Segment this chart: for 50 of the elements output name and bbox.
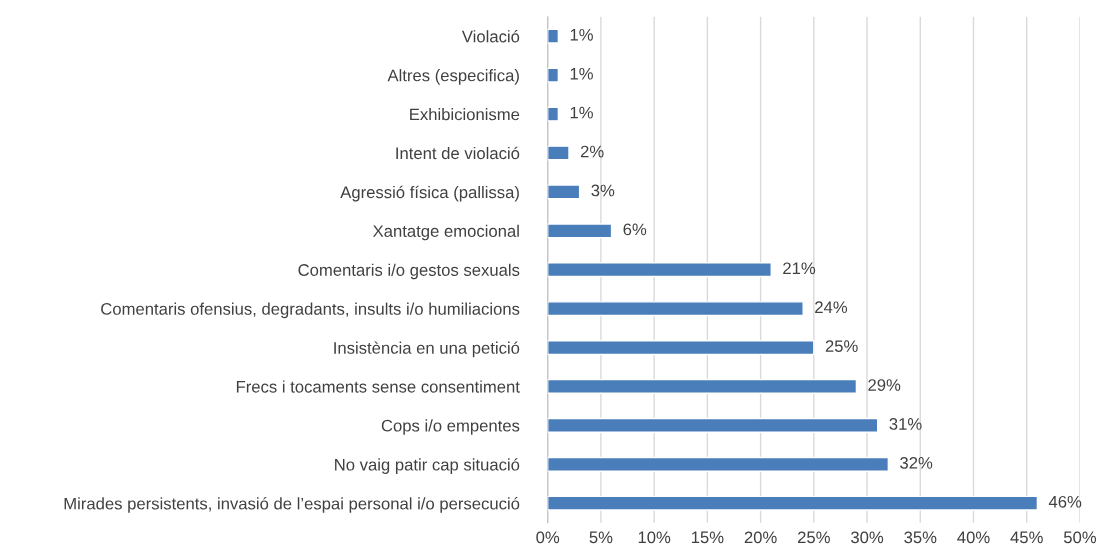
x-tick-label: 25% — [797, 531, 830, 544]
bar — [547, 456, 890, 472]
bar — [547, 184, 581, 200]
x-tick-label: 5% — [589, 531, 613, 544]
x-tick-label: 15% — [691, 531, 724, 544]
data-label: 25% — [825, 340, 858, 353]
x-tick-label: 30% — [851, 531, 884, 544]
data-label: 1% — [570, 106, 593, 119]
y-tick-label: Comentaris i/o gestos sexuals — [298, 263, 520, 280]
x-tick-label: 40% — [957, 531, 990, 544]
x-tick-label: 0% — [536, 531, 560, 544]
data-label: 1% — [570, 67, 593, 80]
x-tick-label: 50% — [1063, 531, 1097, 544]
bar — [547, 301, 804, 317]
y-tick-label: Cops i/o empentes — [381, 419, 520, 435]
bar — [547, 340, 815, 356]
x-tick-label: 20% — [744, 531, 777, 544]
y-tick-label: Comentaris ofensius, degradants, insults i/o humiliacions — [101, 302, 520, 319]
y-tick-label: Exhibicionisme — [410, 108, 520, 121]
y-tick-label: Frecs i tocaments sense consentiment — [236, 380, 520, 393]
data-label: 31% — [889, 418, 922, 430]
bar — [547, 495, 1039, 511]
data-label: 3% — [591, 184, 615, 197]
data-label: 29% — [868, 379, 901, 391]
y-tick-label: Mirades persistents, invasió de l’espai personal i/o persecució — [64, 497, 520, 513]
data-label: 46% — [1048, 495, 1082, 508]
data-label: 21% — [783, 262, 816, 275]
bar — [547, 223, 613, 239]
bar — [547, 28, 560, 44]
bar — [547, 106, 560, 122]
bar — [547, 417, 879, 433]
y-tick-label: Xantatge emocional — [372, 224, 519, 241]
y-tick-label: Agressió física (pallissa) — [340, 185, 519, 202]
data-label: 24% — [815, 301, 848, 314]
bar — [547, 262, 772, 278]
y-tick-label: No vaig patir cap situació — [335, 458, 520, 474]
bar — [547, 67, 560, 83]
y-tick-label: Altres (especifica) — [387, 69, 519, 85]
x-tick-label: 10% — [638, 531, 671, 544]
data-label: 1% — [570, 28, 593, 41]
bar — [547, 378, 858, 394]
bar — [547, 145, 570, 161]
data-label: 2% — [580, 145, 604, 158]
y-tick-label: Insistència en una petició — [334, 341, 520, 358]
data-label: 32% — [900, 456, 933, 469]
y-tick-label: Intent de violació — [396, 146, 520, 160]
x-tick-label: 45% — [1010, 531, 1043, 544]
y-tick-label: Violació — [461, 29, 520, 43]
data-label: 6% — [623, 223, 647, 236]
x-tick-label: 35% — [904, 531, 937, 544]
